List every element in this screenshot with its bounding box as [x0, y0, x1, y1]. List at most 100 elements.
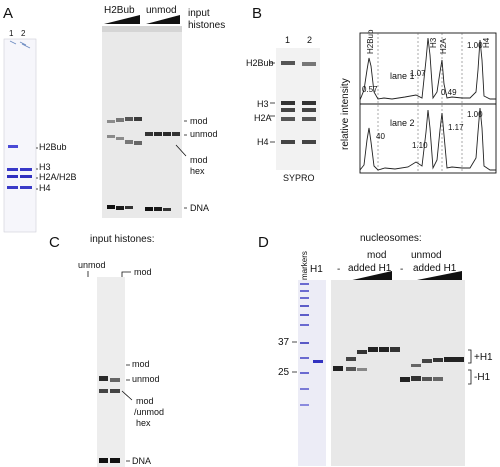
- trace-lane-2: [359, 107, 496, 171]
- panel-d-band: [411, 364, 421, 367]
- trace-1-value: 0.57: [362, 85, 378, 94]
- panel-c-dna-band: [110, 458, 120, 463]
- sypro-band: [281, 108, 295, 112]
- panel-c-label-dna: DNA: [132, 456, 151, 466]
- coomassie-band-h2a-2: [20, 175, 32, 178]
- panel-d-mw-37: 37: [278, 337, 290, 348]
- coomassie-band-labels: H2Bub H3 H2A/H2B H4: [39, 142, 77, 193]
- panel-c-band: [99, 389, 108, 393]
- coomassie-lane-1-label: 1: [9, 29, 14, 38]
- gel-a-band: [134, 117, 142, 121]
- gel-a-wedge-2: [146, 15, 180, 24]
- gel-a-band: [172, 132, 180, 136]
- trace-1-value: 1.00: [467, 41, 483, 50]
- panel-c-lane-unmod: unmod: [78, 260, 106, 270]
- sypro-label-h4: H4: [257, 137, 269, 147]
- gel-a-band: [145, 132, 153, 136]
- panel-d-added-h1-1: added H1: [348, 263, 392, 274]
- panel-d-band: [346, 357, 356, 361]
- panel-d: D nucleosomes: markers H1 mod unmod - - …: [258, 233, 493, 466]
- panel-d-band: [444, 357, 454, 362]
- coomassie-label-h3: H3: [39, 162, 51, 172]
- panel-d-band: [390, 347, 400, 352]
- panel-c-title: input histones:: [90, 234, 155, 245]
- panel-d-markers-label: markers: [300, 251, 309, 280]
- panel-d-right-labels: +H1 -H1: [468, 349, 493, 385]
- gel-a-wedge-1: [104, 15, 140, 24]
- panel-d-band: [422, 359, 432, 363]
- trace-col-h3: H3: [429, 37, 438, 48]
- panel-c-band: [110, 378, 120, 382]
- gel-a-right-labels: mod unmod mod hex DNA: [190, 116, 218, 213]
- trace-1-value: 0.49: [441, 88, 457, 97]
- coomassie-band-h3-2: [20, 168, 32, 171]
- sypro-lane-1-label: 1: [285, 35, 290, 45]
- panel-d-letter: D: [258, 234, 269, 251]
- gel-a-header-unmod: unmod: [146, 5, 177, 16]
- panel-d-label-minus-h1: -H1: [474, 372, 491, 383]
- trace-col-h4: H4: [482, 37, 491, 48]
- sypro-band: [302, 62, 316, 66]
- sypro-stain-label: SYPRO: [283, 173, 315, 183]
- panel-d-band: [357, 368, 367, 371]
- panel-c-dna-band: [99, 458, 108, 463]
- panel-d-band: [411, 376, 421, 381]
- densitometry-plot: relative intensity H2Bub H3 H2A H4 lane …: [340, 29, 497, 174]
- gel-a-label-dna: DNA: [190, 203, 209, 213]
- densitometry-frame: [359, 32, 497, 174]
- panel-d-minus-2: -: [400, 264, 403, 275]
- sypro-band: [281, 101, 295, 105]
- coomassie-band-h2a-1: [7, 175, 18, 178]
- trace-2-name: lane 2: [390, 118, 415, 128]
- sypro-band: [281, 140, 295, 144]
- gel-a-label-unmod: unmod: [190, 129, 218, 139]
- gel-a-label-mod-hex: mod: [190, 155, 208, 165]
- coomassie-band-h4-2: [20, 186, 32, 189]
- trace-col-h2bub: H2Bub: [366, 29, 375, 54]
- densitometry-ylabel: relative intensity: [340, 78, 351, 150]
- sypro-label-h3: H3: [257, 99, 269, 109]
- gel-a-label-hex: hex: [190, 166, 205, 176]
- coomassie-label-h2bub: H2Bub: [39, 142, 67, 152]
- sypro-band: [281, 117, 295, 121]
- gel-a-band: [107, 135, 115, 138]
- panel-d-mw-25: 25: [278, 367, 290, 378]
- gel-a-note-histones: histones: [188, 20, 225, 31]
- sypro-band: [302, 117, 316, 121]
- gel-a-band: [125, 140, 133, 144]
- sypro-lane-2-label: 2: [307, 35, 312, 45]
- panel-d-h1-lane-label: H1: [310, 264, 323, 275]
- panel-d-group-mod: mod: [367, 250, 386, 261]
- coomassie-band-h4-1: [7, 186, 18, 189]
- panel-b: B 1 2 H2Bub H3 H2A H4 SYPRO relative int…: [246, 5, 497, 183]
- gel-a-dna-band: [125, 206, 133, 209]
- gel-a-dna-band: [107, 205, 115, 209]
- sypro-label-h2a: H2A: [254, 113, 272, 123]
- panel-c-label-mod2: mod: [136, 396, 154, 406]
- trace-lane-1: [359, 37, 496, 101]
- panel-d-group-unmod: unmod: [411, 250, 442, 261]
- gel-a-band: [134, 141, 142, 145]
- panel-c-gel: [97, 277, 125, 467]
- panel-d-band: [379, 347, 389, 352]
- gel-a-note-input: input: [188, 8, 210, 19]
- sypro-gel: [276, 48, 320, 170]
- sypro-band-labels: H2Bub H3 H2A H4: [246, 58, 274, 147]
- gel-a-band: [125, 117, 133, 121]
- trace-2-value: 1.17: [448, 123, 464, 132]
- sypro-label-h2bub: H2Bub: [246, 58, 274, 68]
- gel-a-band: [116, 118, 124, 122]
- coomassie-band-h3-1: [7, 168, 18, 171]
- gel-a-band: [154, 132, 162, 136]
- panel-c-label-unmod2: /unmod: [134, 407, 164, 417]
- panel-c-lane-mod: mod: [134, 267, 152, 277]
- gel-a-dna-band: [145, 207, 153, 211]
- panel-d-h1-band: [313, 360, 323, 363]
- trace-2-value: 40: [376, 132, 385, 141]
- panel-c-labels: mod unmod mod /unmod hex DNA: [132, 359, 164, 466]
- gel-a-band: [107, 120, 115, 123]
- sypro-band: [302, 108, 316, 112]
- coomassie-label-h4: H4: [39, 183, 51, 193]
- panel-d-band: [433, 377, 443, 381]
